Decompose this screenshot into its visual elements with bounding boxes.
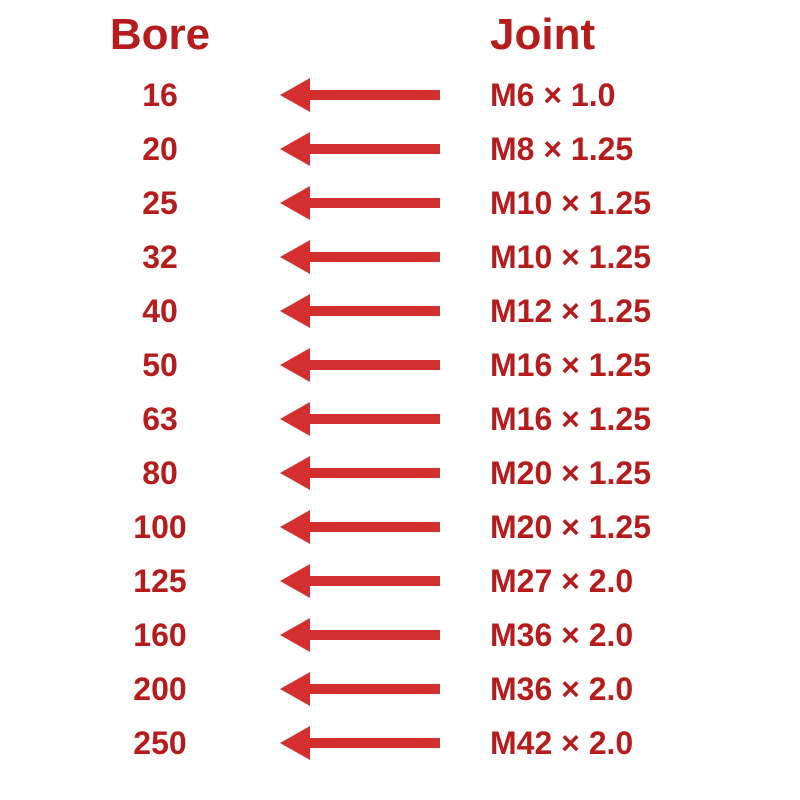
joint-value: M12 × 1.25 bbox=[460, 293, 740, 330]
bore-value: 250 bbox=[60, 725, 260, 762]
left-arrow-icon bbox=[260, 725, 460, 761]
left-arrow-icon bbox=[260, 509, 460, 545]
table-row: 32 M10 × 1.25 bbox=[0, 230, 800, 284]
bore-value: 200 bbox=[60, 671, 260, 708]
table-row: 200 M36 × 2.0 bbox=[0, 662, 800, 716]
joint-value: M27 × 2.0 bbox=[460, 563, 740, 600]
bore-value: 125 bbox=[60, 563, 260, 600]
left-arrow-icon bbox=[260, 617, 460, 653]
left-arrow-icon bbox=[260, 239, 460, 275]
bore-value: 40 bbox=[60, 293, 260, 330]
header-bore: Bore bbox=[60, 10, 260, 60]
table-row: 160 M36 × 2.0 bbox=[0, 608, 800, 662]
joint-value: M20 × 1.25 bbox=[460, 509, 740, 546]
left-arrow-icon bbox=[260, 293, 460, 329]
left-arrow-icon bbox=[260, 455, 460, 491]
bore-value: 20 bbox=[60, 131, 260, 168]
table-row: 20 M8 × 1.25 bbox=[0, 122, 800, 176]
bore-value: 25 bbox=[60, 185, 260, 222]
joint-value: M20 × 1.25 bbox=[460, 455, 740, 492]
joint-value: M6 × 1.0 bbox=[460, 77, 740, 114]
bore-value: 63 bbox=[60, 401, 260, 438]
table-row: 40 M12 × 1.25 bbox=[0, 284, 800, 338]
table-row: 16 M6 × 1.0 bbox=[0, 68, 800, 122]
table-row: 25 M10 × 1.25 bbox=[0, 176, 800, 230]
table-row: 63 M16 × 1.25 bbox=[0, 392, 800, 446]
joint-value: M36 × 2.0 bbox=[460, 671, 740, 708]
bore-value: 160 bbox=[60, 617, 260, 654]
table-body: 16 M6 × 1.0 20 M8 × 1.25 25 M10 × 1.25 32 M10 ×… bbox=[0, 68, 800, 770]
joint-value: M42 × 2.0 bbox=[460, 725, 740, 762]
bore-value: 80 bbox=[60, 455, 260, 492]
left-arrow-icon bbox=[260, 671, 460, 707]
joint-value: M16 × 1.25 bbox=[460, 401, 740, 438]
left-arrow-icon bbox=[260, 131, 460, 167]
left-arrow-icon bbox=[260, 563, 460, 599]
bore-joint-table: Bore Joint 16 M6 × 1.0 20 M8 × 1.25 25 M10 × … bbox=[0, 0, 800, 800]
left-arrow-icon bbox=[260, 77, 460, 113]
joint-value: M36 × 2.0 bbox=[460, 617, 740, 654]
bore-value: 16 bbox=[60, 77, 260, 114]
left-arrow-icon bbox=[260, 401, 460, 437]
bore-value: 50 bbox=[60, 347, 260, 384]
table-row: 250 M42 × 2.0 bbox=[0, 716, 800, 770]
joint-value: M10 × 1.25 bbox=[460, 239, 740, 276]
joint-value: M8 × 1.25 bbox=[460, 131, 740, 168]
joint-value: M16 × 1.25 bbox=[460, 347, 740, 384]
table-row: 80 M20 × 1.25 bbox=[0, 446, 800, 500]
table-row: 125 M27 × 2.0 bbox=[0, 554, 800, 608]
header-joint: Joint bbox=[460, 10, 740, 60]
left-arrow-icon bbox=[260, 185, 460, 221]
table-header-row: Bore Joint bbox=[0, 10, 800, 60]
bore-value: 100 bbox=[60, 509, 260, 546]
bore-value: 32 bbox=[60, 239, 260, 276]
table-row: 100 M20 × 1.25 bbox=[0, 500, 800, 554]
table-row: 50 M16 × 1.25 bbox=[0, 338, 800, 392]
left-arrow-icon bbox=[260, 347, 460, 383]
joint-value: M10 × 1.25 bbox=[460, 185, 740, 222]
